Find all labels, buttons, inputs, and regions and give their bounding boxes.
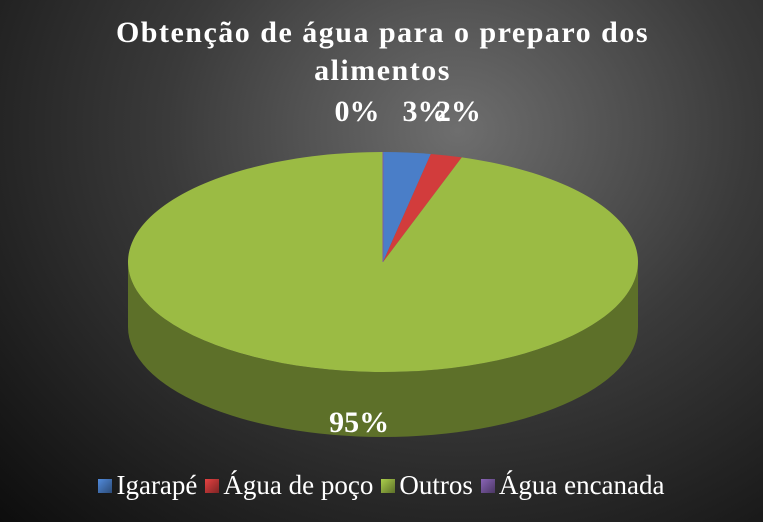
data-label: 3%	[402, 95, 447, 128]
data-label: 95%	[329, 406, 389, 439]
legend-label: Outros	[399, 470, 473, 500]
legend-swatch	[480, 478, 495, 493]
pie-side	[128, 262, 638, 437]
legend-swatch	[381, 478, 396, 493]
data-label: 0%	[335, 95, 380, 128]
pie-slice	[383, 153, 462, 262]
legend-item: Igarapé	[98, 470, 197, 501]
legend-item: Outros	[381, 470, 473, 501]
legend-swatch	[205, 478, 220, 493]
legend-label: Água encanada	[498, 470, 665, 500]
chart-title: Obtenção de água para o preparo dos alim…	[115, 16, 650, 87]
legend-item: Água de poço	[205, 470, 373, 501]
legend-item: Água encanada	[480, 470, 665, 501]
legend-swatch	[98, 478, 113, 493]
legend: Igarapé Água de poço Outros Água encanada	[0, 470, 763, 501]
pie-slice	[383, 152, 431, 262]
legend-label: Igarapé	[116, 470, 198, 500]
data-label: 2%	[436, 95, 481, 128]
legend-label: Água de poço	[223, 470, 374, 500]
